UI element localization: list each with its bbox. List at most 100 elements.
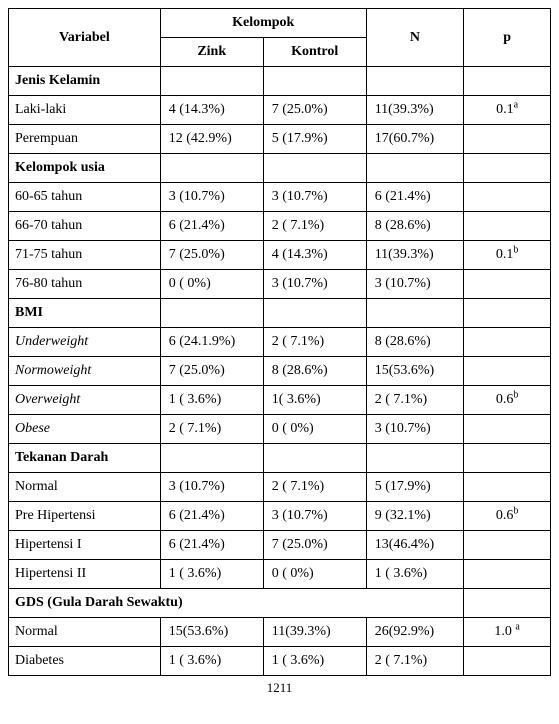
cell-zink: 6 (21.4%) [160, 531, 263, 560]
cell-zink: 1 ( 3.6%) [160, 560, 263, 589]
row-label: Normal [9, 473, 161, 502]
cell-p: 0.1a [464, 96, 551, 125]
cell-kontrol: 11(39.3%) [263, 618, 366, 647]
cell-zink: 7 (25.0%) [160, 357, 263, 386]
cell-p: 0.6b [464, 502, 551, 531]
row-label: Diabetes [9, 647, 161, 676]
table-row: 60-65 tahun 3 (10.7%) 3 (10.7%) 6 (21.4%… [9, 183, 551, 212]
cell-n: 6 (21.4%) [366, 183, 464, 212]
cell-kontrol: 2 ( 7.1%) [263, 328, 366, 357]
cell-kontrol: 3 (10.7%) [263, 502, 366, 531]
row-label: Overweight [9, 386, 161, 415]
row-label: Pre Hipertensi [9, 502, 161, 531]
cell-n: 5 (17.9%) [366, 473, 464, 502]
cell-zink: 1 ( 3.6%) [160, 647, 263, 676]
section-title: Tekanan Darah [9, 444, 161, 473]
section-title: BMI [9, 299, 161, 328]
col-header-kontrol: Kontrol [263, 38, 366, 67]
section-jenis-kelamin: Jenis Kelamin [9, 67, 551, 96]
table-row: Normal 3 (10.7%) 2 ( 7.1%) 5 (17.9%) [9, 473, 551, 502]
table-row: Perempuan 12 (42.9%) 5 (17.9%) 17(60.7%) [9, 125, 551, 154]
cell-zink: 3 (10.7%) [160, 183, 263, 212]
header-row-1: Variabel Kelompok N p [9, 9, 551, 38]
data-table: Variabel Kelompok N p Zink Kontrol Jenis… [8, 8, 551, 676]
cell-kontrol: 1 ( 3.6%) [263, 647, 366, 676]
cell-n: 15(53.6%) [366, 357, 464, 386]
cell-n: 13(46.4%) [366, 531, 464, 560]
cell-p [464, 183, 551, 212]
cell-kontrol: 5 (17.9%) [263, 125, 366, 154]
col-header-n: N [366, 9, 464, 67]
cell-p [464, 270, 551, 299]
table-row: Overweight 1 ( 3.6%) 1( 3.6%) 2 ( 7.1%) … [9, 386, 551, 415]
section-bmi: BMI [9, 299, 551, 328]
cell-n: 17(60.7%) [366, 125, 464, 154]
section-gds: GDS (Gula Darah Sewaktu) [9, 589, 551, 618]
table-row: 66-70 tahun 6 (21.4%) 2 ( 7.1%) 8 (28.6%… [9, 212, 551, 241]
cell-p [464, 415, 551, 444]
cell-p [464, 560, 551, 589]
table-row: Diabetes 1 ( 3.6%) 1 ( 3.6%) 2 ( 7.1%) [9, 647, 551, 676]
table-row: Pre Hipertensi 6 (21.4%) 3 (10.7%) 9 (32… [9, 502, 551, 531]
cell-zink: 15(53.6%) [160, 618, 263, 647]
table-row: Hipertensi II 1 ( 3.6%) 0 ( 0%) 1 ( 3.6%… [9, 560, 551, 589]
col-header-p: p [464, 9, 551, 67]
cell-kontrol: 2 ( 7.1%) [263, 212, 366, 241]
cell-kontrol: 2 ( 7.1%) [263, 473, 366, 502]
cell-n: 8 (28.6%) [366, 212, 464, 241]
table-row: Normal 15(53.6%) 11(39.3%) 26(92.9%) 1.0… [9, 618, 551, 647]
cell-kontrol: 0 ( 0%) [263, 560, 366, 589]
table-row: Obese 2 ( 7.1%) 0 ( 0%) 3 (10.7%) [9, 415, 551, 444]
table-row: Hipertensi I 6 (21.4%) 7 (25.0%) 13(46.4… [9, 531, 551, 560]
page-number: 1211 [8, 680, 551, 696]
cell-n: 2 ( 7.1%) [366, 647, 464, 676]
cell-zink: 12 (42.9%) [160, 125, 263, 154]
cell-p [464, 357, 551, 386]
cell-n: 11(39.3%) [366, 96, 464, 125]
cell-n: 9 (32.1%) [366, 502, 464, 531]
cell-zink: 6 (21.4%) [160, 212, 263, 241]
row-label: 76-80 tahun [9, 270, 161, 299]
cell-zink: 4 (14.3%) [160, 96, 263, 125]
section-title: GDS (Gula Darah Sewaktu) [9, 589, 464, 618]
cell-p: 1.0 a [464, 618, 551, 647]
cell-n: 8 (28.6%) [366, 328, 464, 357]
section-kelompok-usia: Kelompok usia [9, 154, 551, 183]
row-label: Normal [9, 618, 161, 647]
row-label: 71-75 tahun [9, 241, 161, 270]
section-title: Jenis Kelamin [9, 67, 161, 96]
cell-kontrol: 3 (10.7%) [263, 183, 366, 212]
cell-kontrol: 7 (25.0%) [263, 96, 366, 125]
cell-zink: 1 ( 3.6%) [160, 386, 263, 415]
row-label: Normoweight [9, 357, 161, 386]
cell-p [464, 473, 551, 502]
section-title: Kelompok usia [9, 154, 161, 183]
cell-zink: 2 ( 7.1%) [160, 415, 263, 444]
table-row: 76-80 tahun 0 ( 0%) 3 (10.7%) 3 (10.7%) [9, 270, 551, 299]
cell-kontrol: 3 (10.7%) [263, 270, 366, 299]
col-header-variabel: Variabel [9, 9, 161, 67]
row-label: 66-70 tahun [9, 212, 161, 241]
cell-zink: 0 ( 0%) [160, 270, 263, 299]
cell-p [464, 328, 551, 357]
row-label: Laki-laki [9, 96, 161, 125]
cell-zink: 7 (25.0%) [160, 241, 263, 270]
cell-n: 11(39.3%) [366, 241, 464, 270]
row-label: Perempuan [9, 125, 161, 154]
cell-zink: 3 (10.7%) [160, 473, 263, 502]
col-header-zink: Zink [160, 38, 263, 67]
cell-n: 2 ( 7.1%) [366, 386, 464, 415]
col-header-kelompok: Kelompok [160, 9, 366, 38]
row-label: 60-65 tahun [9, 183, 161, 212]
table-row: Normoweight 7 (25.0%) 8 (28.6%) 15(53.6%… [9, 357, 551, 386]
row-label: Obese [9, 415, 161, 444]
cell-p [464, 125, 551, 154]
cell-kontrol: 4 (14.3%) [263, 241, 366, 270]
cell-n: 3 (10.7%) [366, 270, 464, 299]
cell-p [464, 647, 551, 676]
cell-kontrol: 0 ( 0%) [263, 415, 366, 444]
cell-kontrol: 7 (25.0%) [263, 531, 366, 560]
table-row: Laki-laki 4 (14.3%) 7 (25.0%) 11(39.3%) … [9, 96, 551, 125]
cell-zink: 6 (24.1.9%) [160, 328, 263, 357]
row-label: Hipertensi II [9, 560, 161, 589]
